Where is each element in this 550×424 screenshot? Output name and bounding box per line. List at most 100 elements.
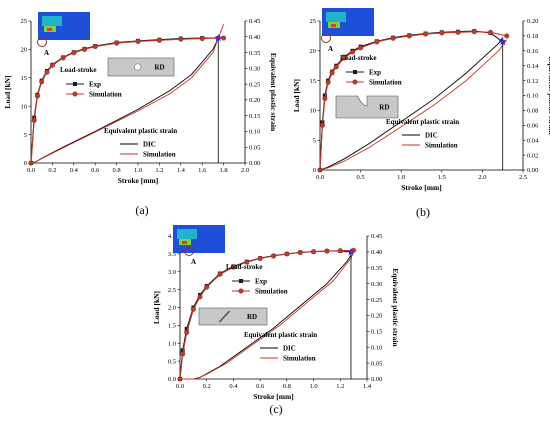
y-axis-label: Load [kN] (292, 79, 301, 112)
y-tick-label: 2.5 (168, 287, 176, 294)
series-load-simulation (28, 35, 227, 166)
y2-tick-label: 0.25 (371, 297, 382, 304)
series-dic (319, 37, 504, 171)
mesh-contour (177, 229, 197, 239)
legend-load-title: Load-stroke (60, 66, 96, 74)
mesh-hotspot (182, 241, 187, 244)
x-tick-label: 1.5 (438, 174, 446, 181)
legend-label: Simulation (425, 142, 458, 150)
mesh-contour (326, 12, 346, 22)
series-line (319, 37, 504, 171)
series-strain-simulation (319, 39, 508, 171)
simulation-point (156, 37, 162, 43)
series-load-simulation (177, 247, 357, 382)
y-tick-label: 10 (310, 108, 317, 115)
x-tick-label: 1.0 (397, 174, 405, 181)
y-tick-label: 20 (21, 47, 28, 54)
simulation-point (374, 39, 380, 45)
x-tick-label: 0.4 (229, 383, 238, 390)
x-tick-label: 0.2 (48, 167, 56, 174)
y2-tick-label: 0.10 (527, 93, 538, 100)
y2-tick-label: 0.16 (527, 48, 539, 55)
simulation-point (471, 29, 477, 35)
legend-label: DIC (143, 141, 156, 149)
x-tick-label: 0.4 (70, 167, 79, 174)
simulation-point (39, 79, 45, 85)
simulation-point (358, 45, 364, 51)
exp-point (322, 93, 327, 98)
series-line (319, 31, 507, 171)
legend-strain-simulation: Simulation (260, 355, 316, 363)
legend-label: Simulation (283, 355, 316, 363)
y2-tick-label: 0.05 (249, 144, 260, 151)
simulation-point (92, 44, 98, 50)
y-tick-label: 5 (24, 132, 27, 139)
series-line (319, 39, 508, 171)
y2-tick-label: 0.00 (527, 167, 538, 174)
y2-tick-label: 0.15 (371, 329, 382, 336)
point-a-circle (37, 37, 47, 47)
simulation-point (49, 62, 55, 68)
exp-point (184, 326, 189, 331)
y2-tick-label: 0.00 (249, 160, 260, 167)
chart-panel-b: 0.0 0.5 1.0 1.5 2.0 2.5 0 5 10 15 20 25 0.00 0.02 0.04… (292, 8, 550, 219)
inset-rd-label: RD (379, 104, 389, 112)
legend-label: Simulation (89, 91, 122, 99)
series-line (180, 251, 355, 380)
x-tick-label: 0.6 (256, 383, 265, 390)
legend-marker (238, 288, 244, 294)
specimen-notch (218, 310, 231, 323)
simulation-point (221, 35, 227, 41)
legend-dic: DIC (120, 141, 156, 149)
simulation-point (230, 264, 236, 270)
legend-label: DIC (283, 345, 296, 353)
y2-tick-label: 0.30 (371, 281, 382, 288)
series-strain-simulation (180, 251, 355, 380)
simulation-point (504, 33, 510, 39)
panel-label: (b) (416, 205, 430, 219)
legend-marker (352, 79, 358, 85)
y2-tick-label: 0.45 (371, 233, 382, 240)
x-tick-label: 2.0 (478, 174, 486, 181)
x-tick-label: 0.8 (113, 167, 121, 174)
specimen-shape (198, 307, 268, 326)
simulation-point (488, 29, 494, 35)
fe-mesh-image (173, 225, 225, 253)
simulation-point (60, 55, 66, 61)
mesh-contour (42, 16, 62, 26)
x-tick-label: 1.0 (310, 383, 318, 390)
simulation-point (349, 49, 355, 55)
y-tick-label: 10 (21, 103, 28, 110)
legend-simulation: Simulation (66, 91, 122, 99)
simulation-point (311, 249, 317, 255)
simulation-point (341, 55, 347, 61)
y-tick-label: 0.5 (168, 358, 176, 365)
y2-tick-label: 0.10 (371, 344, 382, 351)
simulation-point (244, 259, 250, 265)
y2-tick-label: 0.18 (527, 33, 538, 40)
simulation-point (319, 122, 325, 128)
inset-rd-label: RD (154, 64, 164, 72)
point-a-label: A (328, 45, 333, 53)
y2-axis-label: Equivalent plastic strain (547, 56, 550, 135)
y2-axis-label: Equivalent plastic strain (269, 53, 278, 132)
series-load-simulation (317, 29, 510, 173)
simulation-point (184, 330, 190, 336)
simulation-point (81, 46, 87, 52)
simulation-point (337, 248, 343, 254)
series-line (30, 37, 224, 164)
fe-mesh-image (322, 8, 374, 36)
legend-simulation: Simulation (232, 288, 288, 296)
simulation-point (31, 117, 37, 123)
x-tick-label: 1.4 (177, 167, 186, 174)
legend-marker (239, 279, 243, 283)
point-a-circle (184, 246, 194, 256)
y-tick-label: 4.0 (168, 233, 176, 240)
legend-label: Simulation (369, 79, 402, 87)
x-tick-label: 1.4 (363, 383, 372, 390)
y2-axis-label: Equivalent plastic strain (391, 268, 400, 347)
series-line (30, 24, 225, 164)
x-tick-label: 1.2 (155, 167, 163, 174)
legend-strain-simulation: Simulation (402, 142, 458, 150)
